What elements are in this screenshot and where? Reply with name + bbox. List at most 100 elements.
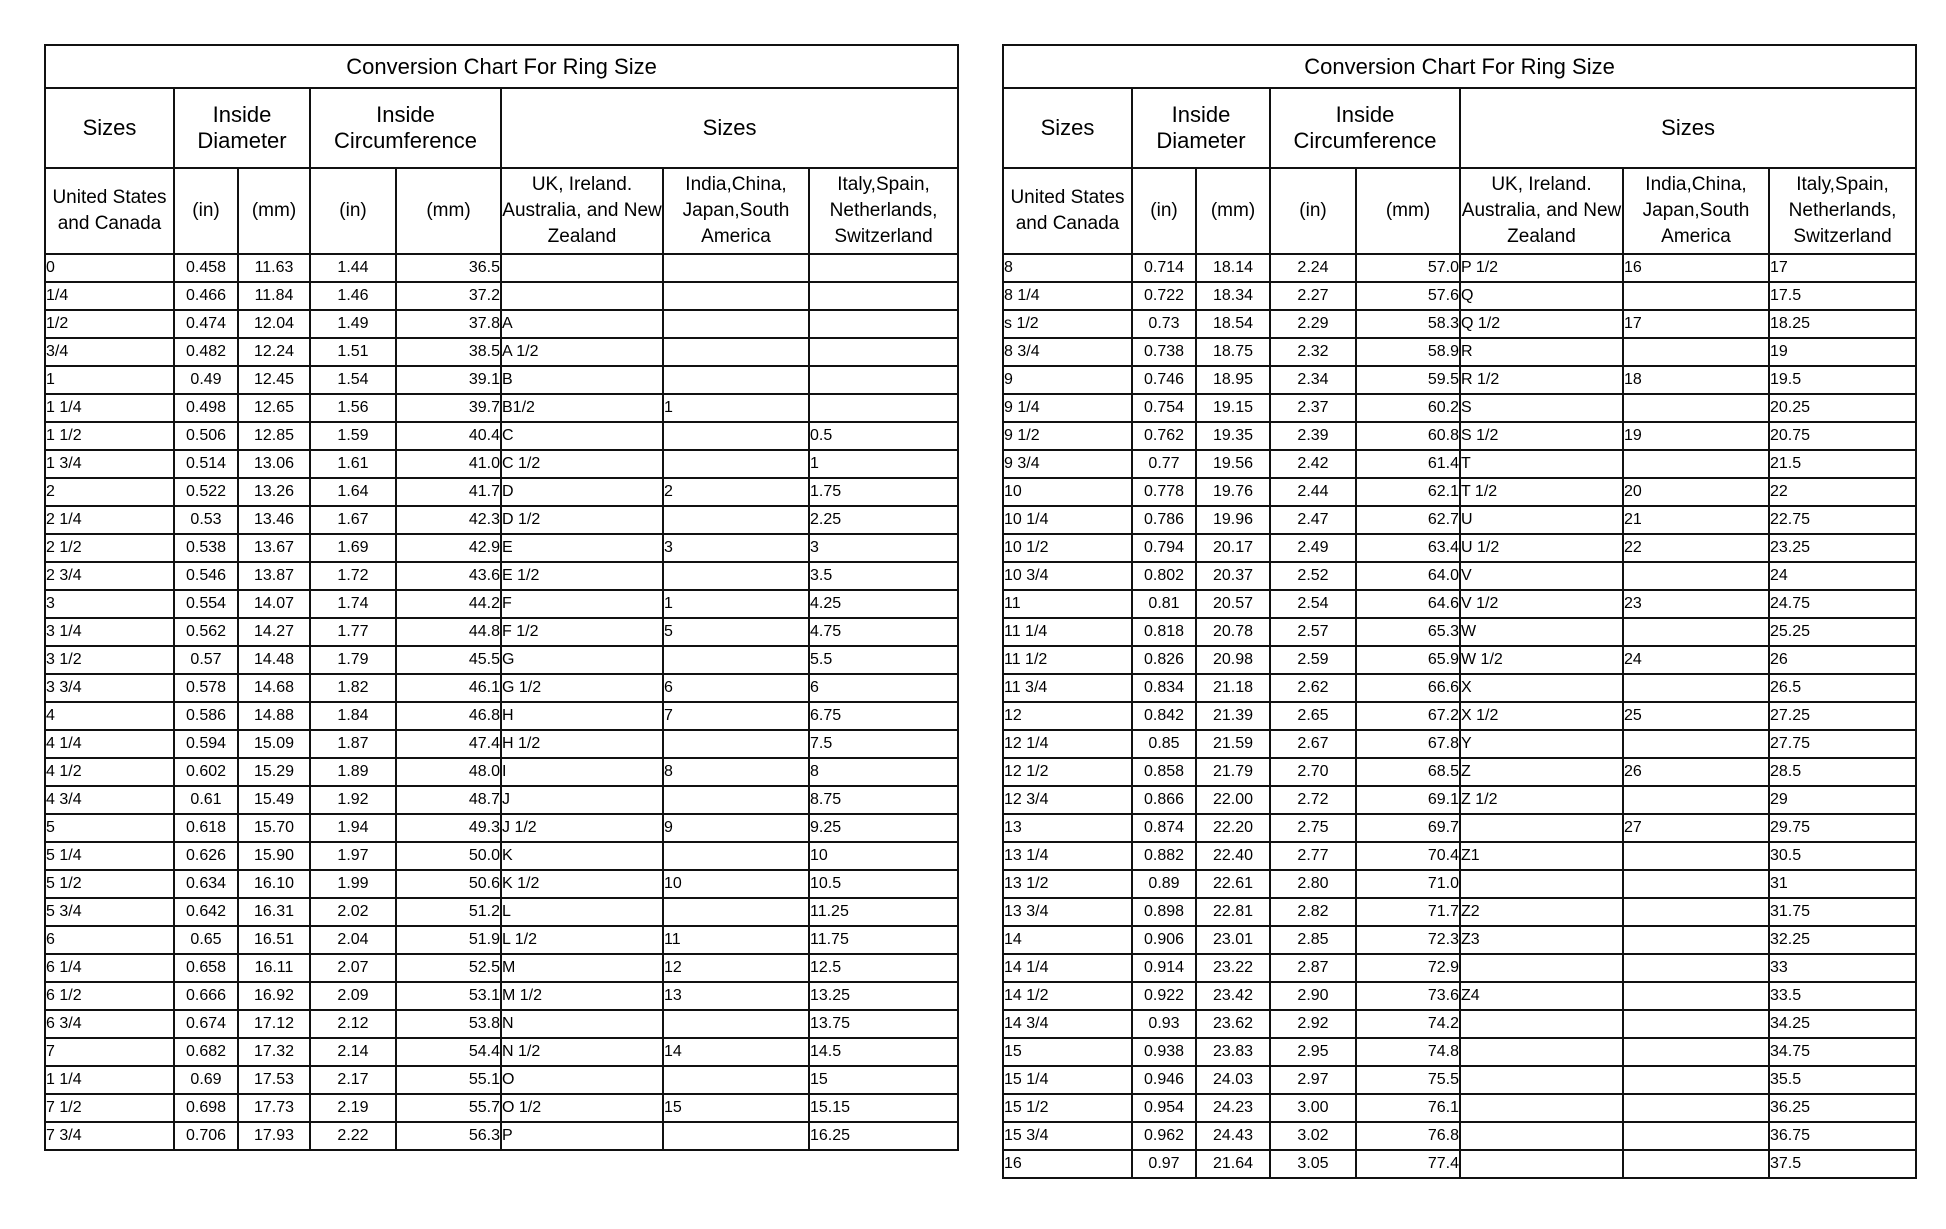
cell-diameter-in: 0.866 — [1131, 785, 1197, 815]
cell-italy-size: 4.25 — [807, 589, 960, 619]
cell-diameter-mm: 15.09 — [237, 729, 311, 759]
cell-uk-size: D 1/2 — [500, 505, 664, 535]
cell-uk-size — [1459, 1009, 1624, 1039]
cell-diameter-in: 0.946 — [1131, 1065, 1197, 1095]
cell-diameter-in: 0.458 — [173, 253, 239, 283]
cell-circumference-in: 2.02 — [309, 897, 397, 927]
cell-circumference-mm: 76.1 — [1355, 1093, 1461, 1123]
table-row: 14 3/4 0.93 23.62 2.92 74.2 34.25 — [1002, 1009, 1918, 1039]
cell-italy-size: 34.75 — [1767, 1037, 1918, 1067]
table-row: 3 1/2 0.57 14.48 1.79 45.5 G 5.5 — [44, 645, 960, 675]
cell-us-size: 9 1/4 — [1002, 393, 1133, 423]
cell-circumference-in: 1.51 — [309, 337, 397, 367]
cell-circumference-mm: 69.7 — [1355, 813, 1461, 843]
cell-diameter-mm: 13.67 — [237, 533, 311, 563]
cell-india-size: 6 — [662, 673, 810, 703]
cell-us-size: s 1/2 — [1002, 309, 1133, 339]
cell-italy-size: 36.75 — [1767, 1121, 1918, 1151]
cell-circumference-in: 1.67 — [309, 505, 397, 535]
table-row: 7 3/4 0.706 17.93 2.22 56.3 P 16.25 — [44, 1121, 960, 1151]
cell-italy-size: 26.5 — [1767, 673, 1918, 703]
cell-india-size: 15 — [662, 1093, 810, 1123]
table-row: 5 0.618 15.70 1.94 49.3 J 1/2 9 9.25 — [44, 813, 960, 843]
cell-us-size: 12 1/4 — [1002, 729, 1133, 759]
cell-italy-size — [807, 309, 960, 339]
table-row: 1 1/2 0.506 12.85 1.59 40.4 C 0.5 — [44, 421, 960, 451]
table-row: 13 1/4 0.882 22.40 2.77 70.4 Z1 30.5 — [1002, 841, 1918, 871]
table-row: 7 1/2 0.698 17.73 2.19 55.7 O 1/2 15 15.15 — [44, 1093, 960, 1123]
cell-diameter-mm: 12.45 — [237, 365, 311, 395]
cell-diameter-mm: 19.76 — [1195, 477, 1271, 507]
cell-circumference-mm: 49.3 — [395, 813, 502, 843]
cell-circumference-in: 2.42 — [1269, 449, 1357, 479]
cell-diameter-in: 0.474 — [173, 309, 239, 339]
cell-india-size: 19 — [1622, 421, 1770, 451]
cell-diameter-mm: 16.11 — [237, 953, 311, 983]
cell-circumference-in: 1.64 — [309, 477, 397, 507]
cell-diameter-mm: 23.62 — [1195, 1009, 1271, 1039]
cell-diameter-in: 0.498 — [173, 393, 239, 423]
cell-italy-size: 32.25 — [1767, 925, 1918, 955]
cell-circumference-in: 1.97 — [309, 841, 397, 871]
cell-india-size: 13 — [662, 981, 810, 1011]
cell-circumference-mm: 39.7 — [395, 393, 502, 423]
cell-us-size: 14 1/2 — [1002, 981, 1133, 1011]
cell-us-size: 14 3/4 — [1002, 1009, 1133, 1039]
cell-india-size — [1622, 1149, 1770, 1179]
cell-india-size: 27 — [1622, 813, 1770, 843]
cell-india-size — [1622, 337, 1770, 367]
cell-india-size — [1622, 617, 1770, 647]
cell-india-size — [662, 365, 810, 395]
cell-diameter-in: 0.506 — [173, 421, 239, 451]
cell-italy-size: 16.25 — [807, 1121, 960, 1151]
cell-diameter-in: 0.858 — [1131, 757, 1197, 787]
cell-diameter-in: 0.778 — [1131, 477, 1197, 507]
cell-italy-size: 9.25 — [807, 813, 960, 843]
cell-uk-size: S — [1459, 393, 1624, 423]
cell-uk-size: H 1/2 — [500, 729, 664, 759]
cell-circumference-in: 2.90 — [1269, 981, 1357, 1011]
table-row: s 1/2 0.73 18.54 2.29 58.3 Q 1/2 17 18.25 — [1002, 309, 1918, 339]
table-row: 10 0.778 19.76 2.44 62.1 T 1/2 20 22 — [1002, 477, 1918, 507]
cell-us-size: 12 1/2 — [1002, 757, 1133, 787]
cell-us-size: 11 — [1002, 589, 1133, 619]
cell-circumference-in: 1.82 — [309, 673, 397, 703]
cell-us-size: 11 1/4 — [1002, 617, 1133, 647]
cell-circumference-mm: 44.2 — [395, 589, 502, 619]
table-row: 2 0.522 13.26 1.64 41.7 D 2 1.75 — [44, 477, 960, 507]
cell-italy-size: 1 — [807, 449, 960, 479]
cell-italy-size: 14.5 — [807, 1037, 960, 1067]
table-row: 15 0.938 23.83 2.95 74.8 34.75 — [1002, 1037, 1918, 1067]
cell-us-size: 7 1/2 — [44, 1093, 175, 1123]
cell-india-size: 20 — [1622, 477, 1770, 507]
cell-uk-size: K — [500, 841, 664, 871]
table-row: 3 1/4 0.562 14.27 1.77 44.8 F 1/2 5 4.75 — [44, 617, 960, 647]
cell-circumference-in: 2.70 — [1269, 757, 1357, 787]
cell-circumference-in: 2.39 — [1269, 421, 1357, 451]
cell-diameter-in: 0.874 — [1131, 813, 1197, 843]
cell-circumference-mm: 76.8 — [1355, 1121, 1461, 1151]
cell-india-size — [1622, 869, 1770, 899]
cell-circumference-mm: 37.8 — [395, 309, 502, 339]
cell-italy-size: 6.75 — [807, 701, 960, 731]
cell-india-size: 11 — [662, 925, 810, 955]
cell-italy-size: 24.75 — [1767, 589, 1918, 619]
cell-circumference-in: 2.77 — [1269, 841, 1357, 871]
cell-india-size — [1622, 1009, 1770, 1039]
cell-circumference-in: 2.24 — [1269, 253, 1357, 283]
cell-italy-size: 24 — [1767, 561, 1918, 591]
cell-circumference-mm: 74.8 — [1355, 1037, 1461, 1067]
cell-circumference-mm: 45.5 — [395, 645, 502, 675]
cell-italy-size: 13.75 — [807, 1009, 960, 1039]
cell-diameter-in: 0.554 — [173, 589, 239, 619]
cell-italy-size: 11.25 — [807, 897, 960, 927]
table-row: 14 0.906 23.01 2.85 72.3 Z3 32.25 — [1002, 925, 1918, 955]
cell-italy-size: 12.5 — [807, 953, 960, 983]
cell-italy-size — [807, 253, 960, 283]
cell-diameter-mm: 16.10 — [237, 869, 311, 899]
cell-italy-size: 35.5 — [1767, 1065, 1918, 1095]
cell-diameter-in: 0.586 — [173, 701, 239, 731]
cell-circumference-in: 1.89 — [309, 757, 397, 787]
cell-italy-size: 15 — [807, 1065, 960, 1095]
cell-circumference-in: 2.52 — [1269, 561, 1357, 591]
